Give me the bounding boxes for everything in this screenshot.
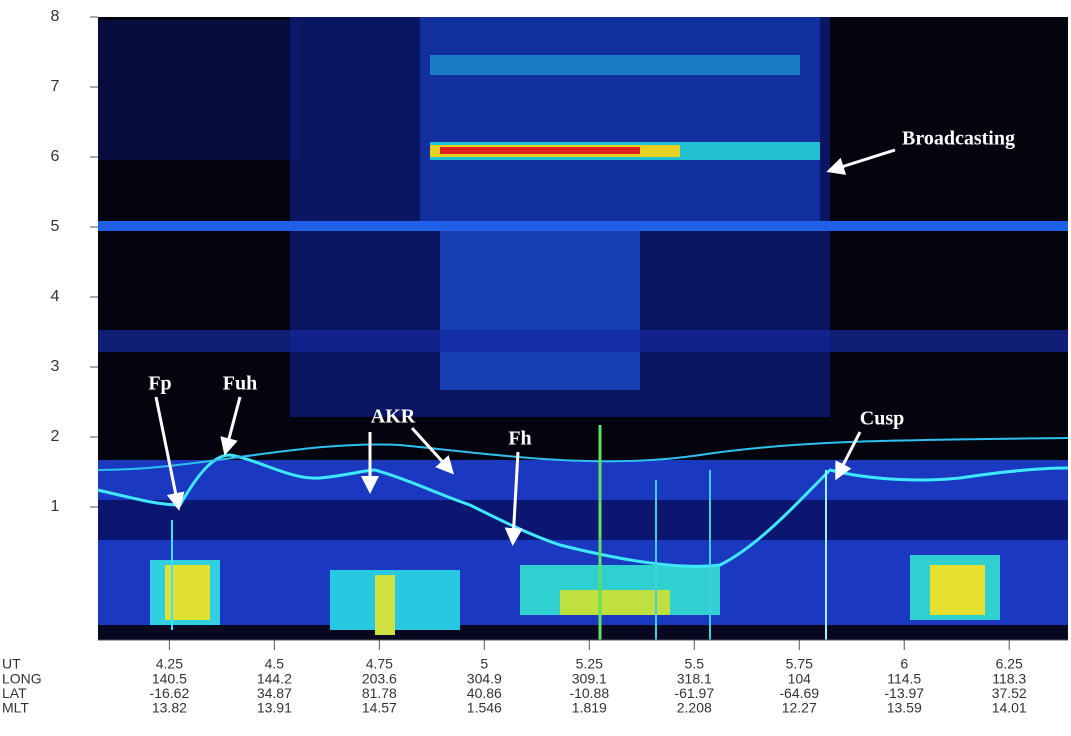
arrow: [410, 426, 455, 475]
row-value: 13.59: [887, 700, 922, 716]
row-value: 304.9: [467, 671, 502, 687]
arrow: [835, 431, 862, 481]
row-value: 114.5: [887, 671, 921, 687]
row-label: MLT: [2, 700, 29, 716]
row-value: 34.87: [257, 685, 292, 701]
row-label: UT: [2, 656, 21, 672]
y-tick-label: 3: [51, 358, 60, 375]
annotation: Cusp: [860, 408, 904, 430]
x-tick-label: 5.5: [685, 656, 705, 672]
y-tick-label: 4: [51, 288, 60, 305]
arrow: [826, 148, 896, 175]
y-tick-label: 8: [51, 8, 60, 25]
y-tick-label: 1: [51, 498, 60, 515]
x-tick-label: 4.5: [265, 656, 285, 672]
row-value: 81.78: [362, 685, 397, 701]
x-tick-label: 4.75: [366, 656, 393, 672]
row-value: 2.208: [677, 700, 712, 716]
annotation: AKR: [371, 406, 416, 428]
row-value: 40.86: [467, 685, 502, 701]
arrow: [220, 396, 242, 456]
annotations: Broadcasting Fp Fuh AKR Fh Cusp: [148, 128, 1015, 546]
x-tick-label: 6: [900, 656, 908, 672]
x-tick-label: 5: [480, 656, 488, 672]
x-tick-label: 4.25: [156, 656, 183, 672]
row-value: 118.3: [992, 671, 1026, 687]
spectrogram-image: [97, 17, 1069, 640]
row-label: LONG: [2, 671, 42, 687]
row-value: 14.01: [992, 700, 1027, 716]
row-value: 1.546: [467, 700, 502, 716]
x-tick-label: 6.25: [996, 656, 1023, 672]
row-value: 318.1: [677, 671, 712, 687]
row-value: -64.69: [779, 685, 819, 701]
annotation: Fuh: [223, 373, 257, 395]
row-value: 37.52: [992, 685, 1027, 701]
row-value: 203.6: [362, 671, 397, 687]
row-value: 14.57: [362, 700, 397, 716]
row-value: 13.91: [257, 700, 292, 716]
row-value: 1.819: [572, 700, 607, 716]
row-value: 309.1: [572, 671, 607, 687]
y-tick-label: 6: [51, 148, 60, 165]
y-tick-label: 5: [51, 218, 60, 235]
row-value: -10.88: [569, 685, 609, 701]
row-value: 13.82: [152, 700, 187, 716]
row-value: 12.27: [782, 700, 817, 716]
row-label: LAT: [2, 685, 27, 701]
annotation: Fh: [508, 428, 531, 450]
row-value: 140.5: [152, 671, 187, 687]
annotation: Fp: [148, 373, 171, 395]
arrow: [504, 451, 523, 546]
x-tick-label: 5.25: [576, 656, 603, 672]
annotation: Broadcasting: [902, 128, 1015, 150]
row-value: -16.62: [150, 685, 190, 701]
y-tick-label: 2: [51, 428, 60, 445]
arrow: [154, 396, 185, 511]
y-tick-label: 7: [51, 78, 60, 95]
row-value: 104: [788, 671, 812, 687]
row-value: 144.2: [257, 671, 292, 687]
x-tick-label: 5.75: [786, 656, 813, 672]
row-value: -61.97: [674, 685, 714, 701]
row-value: -13.97: [884, 685, 924, 701]
